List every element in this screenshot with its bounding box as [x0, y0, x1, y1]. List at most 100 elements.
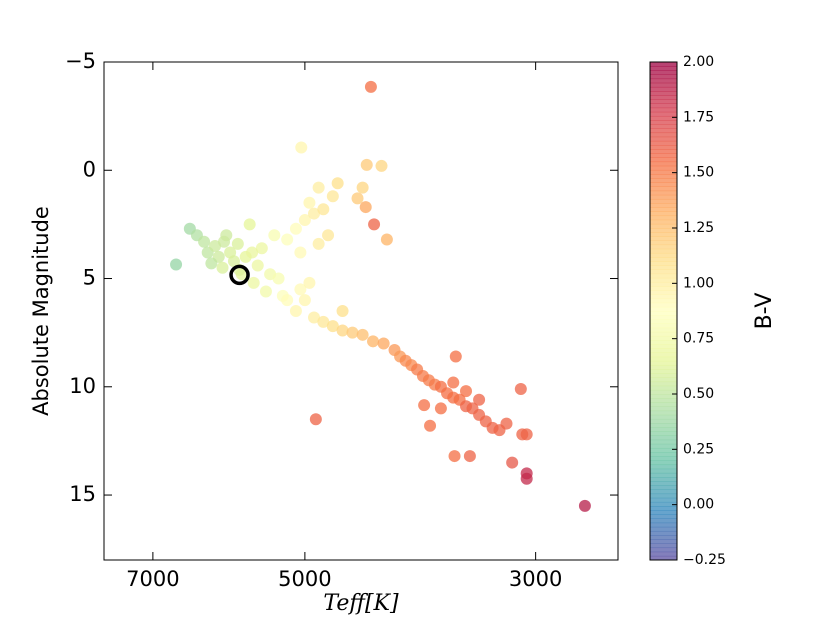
colorbar-band: [650, 302, 677, 308]
colorbar-band: [650, 290, 677, 295]
colorbar-band: [650, 447, 677, 453]
colorbar-band: [650, 128, 677, 134]
data-point: [303, 276, 316, 289]
colorbar-band: [650, 547, 677, 553]
colorbar-band: [650, 91, 677, 96]
x-tick-label: 5000: [278, 567, 331, 591]
colorbar-band: [650, 186, 677, 192]
data-point: [295, 141, 308, 154]
colorbar-band: [650, 315, 677, 320]
colorbar-band: [650, 356, 677, 362]
data-point: [298, 214, 311, 227]
colorbar-tick-label: 0.00: [683, 497, 714, 513]
colorbar-band: [650, 493, 677, 499]
colorbar-band: [650, 468, 677, 474]
data-point: [259, 285, 272, 298]
colorbar-band: [650, 82, 677, 88]
colorbar-band: [650, 74, 677, 80]
colorbar-band: [650, 514, 677, 519]
data-point: [322, 229, 335, 242]
data-point: [520, 472, 533, 485]
colorbar-band: [650, 352, 677, 358]
data-point: [308, 207, 321, 220]
colorbar-band: [650, 535, 677, 540]
data-point: [209, 240, 222, 253]
data-point: [356, 328, 369, 341]
data-point: [281, 294, 294, 307]
data-point: [281, 233, 294, 246]
highlight-marker: [229, 264, 250, 286]
colorbar-band: [650, 232, 677, 237]
data-point: [514, 382, 527, 395]
data-point: [336, 305, 349, 317]
data-point: [520, 428, 533, 441]
colorbar-band: [650, 464, 677, 470]
colorbar-band: [650, 298, 677, 304]
data-point: [448, 450, 461, 463]
colorbar-tick-label: 1.00: [683, 275, 714, 291]
data-point: [360, 158, 373, 171]
colorbar-band: [650, 369, 677, 374]
colorbar-band: [650, 452, 677, 457]
colorbar-band: [650, 86, 677, 92]
colorbar-band: [650, 439, 677, 445]
colorbar-band: [650, 132, 677, 138]
colorbar-band: [650, 402, 677, 407]
colorbar-band: [650, 66, 677, 71]
data-point: [289, 222, 302, 235]
colorbar-band: [650, 95, 677, 100]
colorbar-band: [650, 460, 677, 466]
data-point: [326, 320, 339, 333]
colorbar-band: [650, 153, 677, 158]
data-point: [294, 246, 307, 259]
colorbar-band: [650, 248, 677, 254]
data-point: [424, 419, 437, 432]
colorbar-tick-label: 2.00: [683, 54, 714, 70]
colorbar-band: [650, 103, 677, 109]
colorbar-band: [650, 277, 677, 283]
data-point: [272, 272, 285, 285]
data-point: [434, 402, 447, 415]
colorbar-band: [650, 236, 677, 241]
colorbar-band: [650, 410, 677, 416]
colorbar-band: [650, 335, 677, 341]
colorbar-band: [650, 269, 677, 275]
colorbar-band: [650, 223, 677, 229]
colorbar-band: [650, 414, 677, 420]
colorbar-band: [650, 423, 677, 428]
data-point: [473, 393, 486, 406]
y-tick-label: 10: [69, 374, 96, 398]
colorbar-band: [650, 281, 677, 287]
colorbar-band: [650, 526, 677, 532]
colorbar-band: [650, 323, 677, 329]
data-point: [331, 177, 344, 190]
data-point: [460, 385, 473, 398]
colorbar-band: [650, 211, 677, 217]
data-point: [367, 335, 380, 348]
colorbar-band: [650, 435, 677, 441]
colorbar-band: [650, 62, 677, 67]
colorbar-band: [650, 389, 677, 395]
data-point: [447, 376, 460, 389]
data-point: [247, 276, 260, 289]
colorbar-band: [650, 136, 677, 142]
x-axis-label: Teff[K]: [323, 591, 399, 616]
colorbar-band: [650, 522, 677, 528]
colorbar-label: B-V: [752, 293, 777, 330]
colorbar-band: [650, 78, 677, 84]
colorbar-band: [650, 261, 677, 266]
data-point: [255, 242, 268, 255]
colorbar-band: [650, 506, 677, 511]
colorbar-frame: [649, 61, 678, 561]
colorbar-band: [650, 145, 677, 150]
colorbar-tick-label: 1.75: [683, 109, 714, 125]
colorbar-band: [650, 265, 677, 270]
colorbar-band: [650, 174, 677, 179]
colorbar-band: [650, 427, 677, 432]
data-point: [289, 305, 302, 317]
colorbar-band: [650, 194, 677, 200]
x-tick-label: 7000: [126, 567, 179, 591]
data-point: [375, 159, 388, 172]
data-point: [346, 326, 359, 339]
